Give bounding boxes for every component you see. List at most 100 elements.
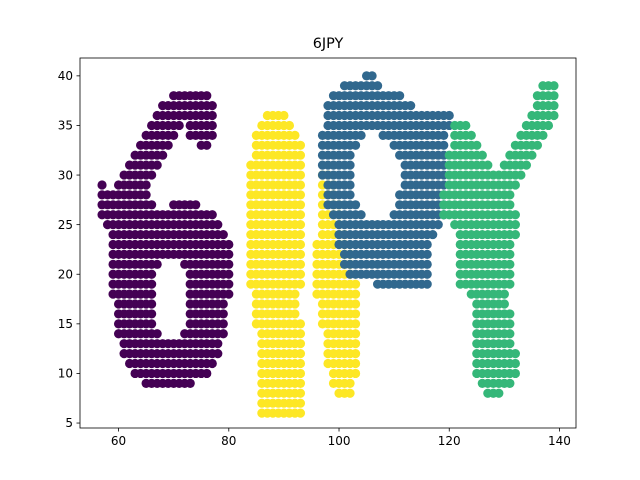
point-y bbox=[505, 279, 515, 289]
point-p bbox=[350, 140, 361, 150]
point-j bbox=[295, 239, 306, 250]
point-j bbox=[295, 329, 306, 339]
y-tick-label: 5 bbox=[65, 416, 73, 430]
point-y bbox=[472, 140, 482, 150]
point-y bbox=[505, 200, 515, 210]
point-j bbox=[295, 398, 306, 408]
point-p bbox=[439, 140, 449, 150]
point-j bbox=[279, 110, 289, 121]
point-j bbox=[350, 299, 361, 309]
point-6 bbox=[147, 200, 157, 210]
point-j bbox=[350, 309, 361, 319]
point-p bbox=[406, 101, 416, 111]
x-tick-label: 80 bbox=[221, 434, 236, 448]
point-y bbox=[461, 120, 471, 131]
point-6 bbox=[224, 239, 234, 250]
point-j bbox=[295, 150, 306, 160]
point-y bbox=[505, 259, 515, 269]
point-6 bbox=[224, 279, 234, 289]
point-j bbox=[295, 180, 306, 190]
point-j bbox=[295, 279, 306, 289]
point-p bbox=[345, 170, 355, 180]
point-y bbox=[549, 101, 559, 111]
point-6 bbox=[141, 190, 151, 200]
point-y bbox=[499, 289, 509, 299]
point-y bbox=[505, 249, 515, 260]
point-y bbox=[505, 339, 515, 349]
point-j bbox=[295, 140, 306, 150]
point-6 bbox=[147, 289, 157, 299]
point-6 bbox=[97, 180, 107, 190]
x-tick-label: 120 bbox=[438, 434, 461, 448]
point-y bbox=[510, 358, 520, 369]
point-p bbox=[345, 180, 355, 190]
point-j bbox=[295, 229, 306, 240]
point-j bbox=[295, 220, 306, 230]
point-y bbox=[532, 140, 543, 150]
x-tick-label: 100 bbox=[328, 434, 351, 448]
point-6 bbox=[202, 368, 212, 379]
point-j bbox=[290, 299, 300, 309]
point-y bbox=[483, 160, 493, 170]
point-j bbox=[350, 289, 361, 299]
point-6 bbox=[213, 220, 223, 230]
point-j bbox=[295, 249, 306, 260]
point-j bbox=[290, 309, 300, 319]
point-p bbox=[422, 279, 432, 289]
point-6 bbox=[218, 309, 228, 319]
point-j bbox=[350, 279, 361, 289]
point-j bbox=[345, 378, 355, 388]
point-y bbox=[538, 130, 548, 140]
point-y bbox=[510, 368, 520, 379]
point-y bbox=[510, 180, 520, 190]
point-y bbox=[505, 239, 515, 250]
point-y bbox=[499, 299, 509, 309]
point-6 bbox=[218, 319, 228, 329]
point-6 bbox=[218, 329, 228, 339]
point-j bbox=[295, 408, 306, 418]
point-p bbox=[345, 150, 355, 160]
point-p bbox=[439, 130, 449, 140]
point-6 bbox=[207, 120, 217, 131]
x-tick-label: 140 bbox=[548, 434, 571, 448]
point-y bbox=[521, 160, 532, 170]
point-6 bbox=[207, 130, 217, 140]
point-j bbox=[295, 319, 306, 329]
point-y bbox=[505, 309, 515, 319]
point-y bbox=[510, 349, 520, 359]
point-j bbox=[350, 319, 361, 329]
point-y bbox=[510, 220, 520, 230]
y-tick-label: 25 bbox=[58, 218, 73, 232]
point-6 bbox=[152, 259, 162, 269]
point-j bbox=[295, 210, 306, 220]
point-6 bbox=[207, 101, 217, 111]
point-6 bbox=[147, 170, 157, 180]
point-6 bbox=[202, 91, 212, 101]
point-6 bbox=[147, 299, 157, 309]
point-6 bbox=[213, 339, 223, 349]
point-y bbox=[505, 329, 515, 339]
point-y bbox=[505, 269, 515, 279]
point-6 bbox=[147, 319, 157, 329]
point-6 bbox=[224, 249, 234, 260]
y-tick-label: 40 bbox=[58, 69, 73, 83]
point-j bbox=[295, 349, 306, 359]
point-6 bbox=[169, 130, 179, 140]
point-6 bbox=[163, 140, 173, 150]
y-tick-label: 20 bbox=[58, 267, 73, 281]
point-6 bbox=[218, 229, 228, 240]
point-6 bbox=[174, 120, 184, 131]
point-p bbox=[356, 210, 366, 220]
point-6 bbox=[158, 150, 168, 160]
point-y bbox=[477, 150, 487, 160]
point-p bbox=[350, 200, 361, 210]
point-y bbox=[549, 91, 559, 101]
point-6 bbox=[207, 358, 217, 369]
point-y bbox=[549, 110, 559, 121]
x-axis-ticks: 60 80 100 120 140 bbox=[111, 428, 571, 448]
point-p bbox=[428, 229, 438, 240]
point-j bbox=[290, 130, 300, 140]
point-6 bbox=[218, 299, 228, 309]
point-y bbox=[516, 170, 526, 180]
